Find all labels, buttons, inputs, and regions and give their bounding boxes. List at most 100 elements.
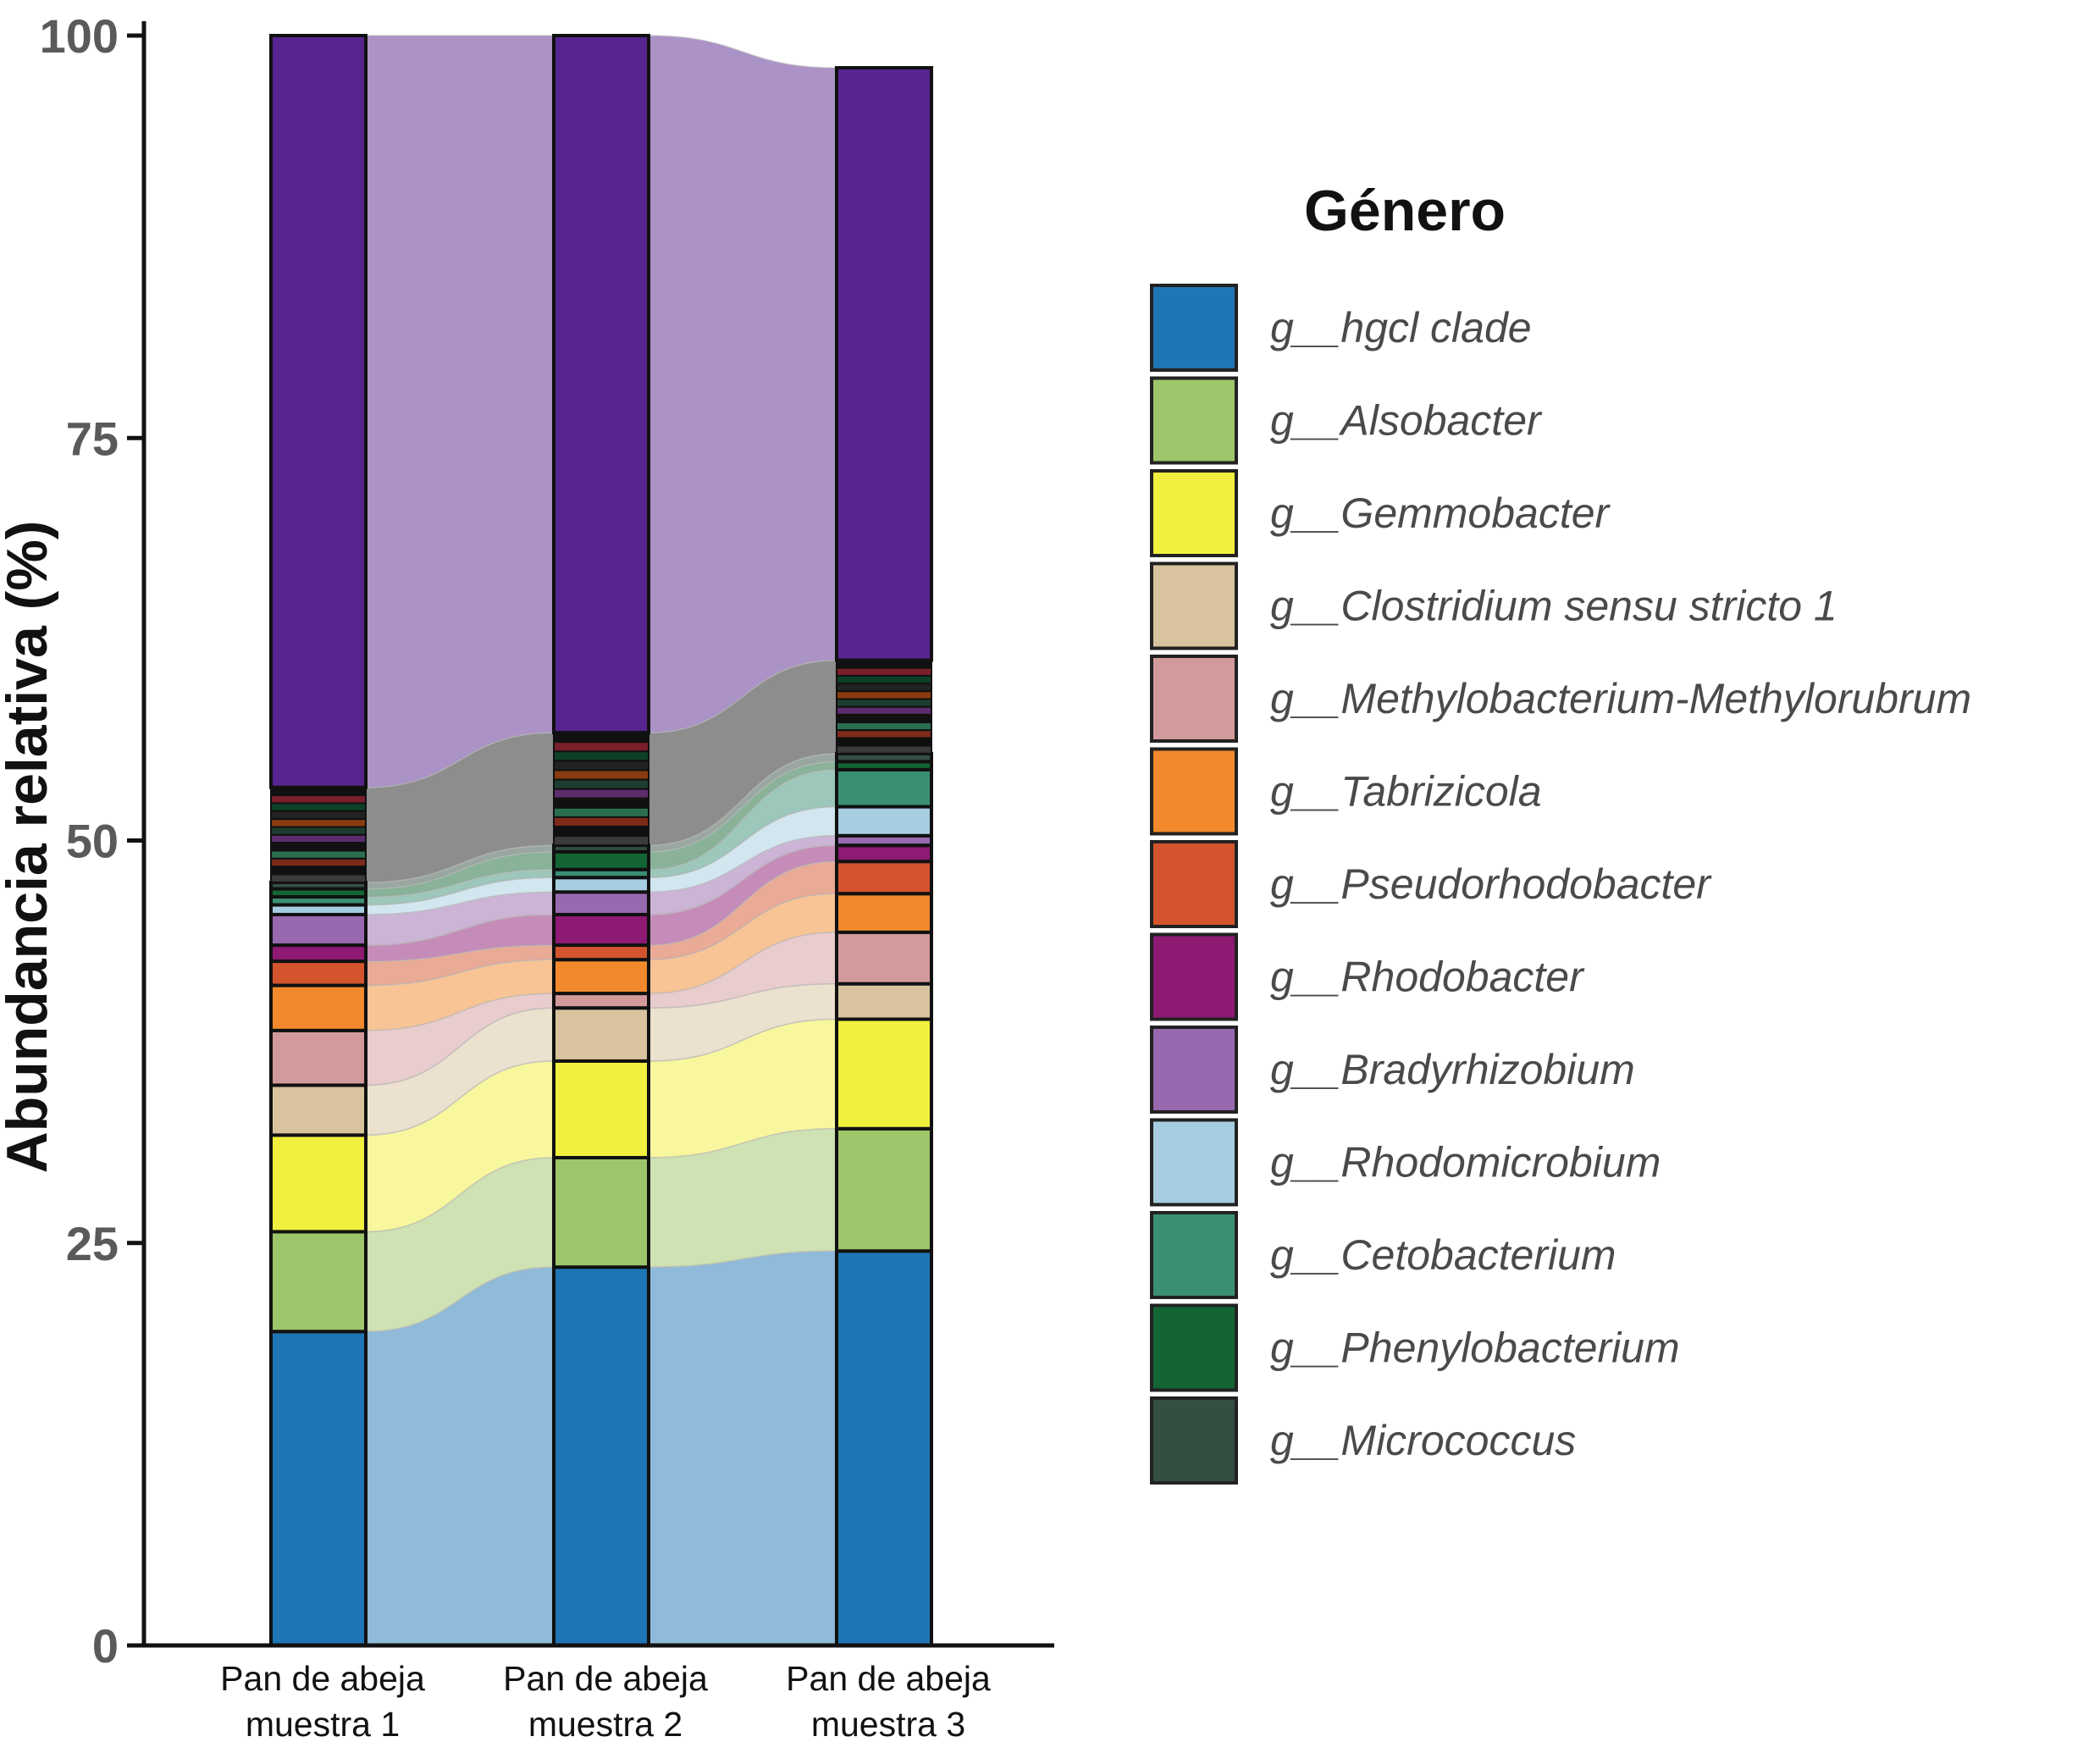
flow-band: [648, 35, 837, 733]
bar-segment-other: [836, 698, 932, 708]
legend-swatch: [1150, 469, 1238, 557]
bar-segment-other: [270, 873, 367, 883]
legend-swatch: [1150, 1118, 1238, 1207]
bar-segment: [552, 1265, 650, 1647]
bar-segment: [552, 1155, 650, 1269]
x-tick-label: Pan de abeja: [503, 1659, 708, 1698]
bar-segment-other: [270, 857, 367, 868]
legend-swatch: [1150, 932, 1238, 1021]
bar-segment: [269, 959, 368, 987]
bar-segment: [835, 1249, 933, 1647]
legend-swatch: [1150, 376, 1238, 465]
bar-segment: [552, 890, 650, 916]
legend-title: Género: [1304, 179, 1506, 243]
bar-segment-other: [553, 769, 649, 781]
y-axis-label: Abundancia relativa (%): [0, 521, 59, 1174]
legend-swatch: [1150, 655, 1238, 743]
y-tick-label: 0: [92, 1619, 119, 1673]
legend-label: g__Methylobacterium-Methylorubrum: [1270, 675, 1971, 722]
legend-swatch: [1150, 1303, 1238, 1392]
y-tick-label: 75: [66, 412, 119, 465]
legend-label: g__Micrococcus: [1270, 1417, 1576, 1464]
x-tick-label: muestra 1: [246, 1705, 400, 1744]
bar-segment-other: [553, 741, 649, 753]
bar-segment-other: [836, 737, 932, 747]
bar-segment-other: [553, 826, 649, 838]
bar-segment: [835, 982, 933, 1021]
bar-segment: [269, 1028, 368, 1087]
bar-segment: [835, 1017, 933, 1131]
legend-swatch: [1150, 747, 1238, 836]
bar-segment: [269, 983, 368, 1032]
bar-segment: [269, 1133, 368, 1234]
bar-segment: [835, 66, 933, 662]
legend-label: g__Pseudorhodobacter: [1270, 860, 1712, 908]
x-tick-labels: Pan de abeja muestra 1 Pan de abeja muestra…: [220, 1659, 991, 1744]
bar-segment: [835, 892, 933, 934]
bar-segment: [835, 751, 933, 764]
bar-segment: [552, 912, 650, 948]
bar-segment-other: [836, 713, 932, 724]
bar-segment: [552, 849, 650, 871]
bar-segment-other: [270, 849, 367, 860]
legend-label: g__Tabrizicola: [1270, 768, 1542, 816]
bar-segment: [269, 34, 368, 789]
bar-segment: [269, 1330, 368, 1648]
bar-segment: [552, 843, 650, 854]
axes: [141, 21, 1054, 1648]
bar-segment: [552, 876, 650, 894]
legend-swatch: [1150, 284, 1238, 372]
bar-segment: [835, 1126, 933, 1253]
bar-segment-other: [553, 788, 649, 799]
bar-segment: [552, 992, 650, 1010]
bar-segment: [835, 767, 933, 809]
legend-label: g__Rhodomicrobium: [1270, 1139, 1661, 1186]
legend-label: g__Bradyrhizobium: [1270, 1046, 1635, 1093]
bar-segment: [552, 1059, 650, 1159]
legend-swatch: [1150, 840, 1238, 928]
bar-segment-other: [553, 835, 649, 847]
legend-label: g__Rhodobacter: [1270, 954, 1585, 1001]
legend-label: g__Phenylobacterium: [1270, 1324, 1680, 1372]
legend-swatch: [1150, 561, 1238, 650]
bar-segment-other: [836, 683, 932, 693]
x-tick-label: Pan de abeja: [220, 1659, 425, 1698]
bar-segment-other: [270, 842, 367, 852]
legend-swatch: [1150, 1396, 1238, 1485]
bars: [269, 34, 933, 1648]
legend-label: g__Gemmobacter: [1270, 489, 1611, 537]
bar-segment: [835, 930, 933, 986]
bar-segment-other: [836, 744, 932, 755]
bar-segment-other: [553, 750, 649, 762]
bar-segment-other: [553, 760, 649, 771]
legend-swatch: [1150, 1026, 1238, 1114]
legend-swatch: [1150, 1211, 1238, 1299]
bar-segment-other: [836, 705, 932, 716]
bar-segment: [552, 1006, 650, 1063]
bar-segment: [835, 843, 933, 864]
x-tick-label: Pan de abeja: [786, 1659, 991, 1698]
bar-segment-other: [553, 806, 649, 818]
bar-segment: [552, 958, 650, 996]
flow-band: [648, 1250, 837, 1646]
flow-band: [365, 35, 555, 788]
bar-segment-other: [836, 674, 932, 685]
y-tick-label: 100: [40, 9, 119, 63]
bar-segment-other: [836, 729, 932, 739]
bar-segment: [269, 880, 368, 891]
bar-segment-other: [553, 778, 649, 790]
legend-label: g__Alsobacter: [1270, 397, 1543, 445]
bar-segment-other: [270, 818, 367, 828]
bar-segment: [269, 1083, 368, 1137]
bar-segment-other: [270, 794, 367, 805]
x-tick-label: muestra 2: [528, 1705, 682, 1744]
alluvial-flows: [365, 35, 837, 1646]
bar-segment-other: [553, 797, 649, 809]
bar-segment: [269, 912, 368, 948]
bar-segment-other: [836, 722, 932, 732]
y-tick-label: 50: [66, 815, 119, 868]
bar-segment-other: [270, 833, 367, 844]
bar-segment: [552, 34, 650, 735]
bar-segment-other: [553, 816, 649, 828]
x-tick-label: muestra 3: [811, 1705, 965, 1744]
